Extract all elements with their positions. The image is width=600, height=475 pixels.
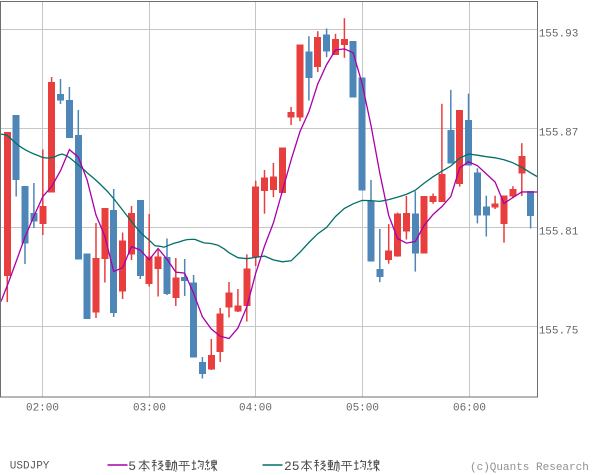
svg-text:04:00: 04:00 [239,403,272,415]
svg-text:155.81: 155.81 [539,226,579,238]
svg-text:03:00: 03:00 [133,403,166,415]
svg-text:155.87: 155.87 [539,127,579,139]
svg-text:25: 25 [284,459,300,474]
svg-text:(c)Quants Research: (c)Quants Research [470,462,589,474]
svg-text:155.75: 155.75 [539,325,579,337]
svg-text:5: 5 [128,459,136,474]
svg-text:06:00: 06:00 [453,403,486,415]
svg-text:02:00: 02:00 [26,403,59,415]
svg-text:155.93: 155.93 [539,28,579,40]
svg-text:USDJPY: USDJPY [10,460,50,472]
svg-text:05:00: 05:00 [346,403,379,415]
